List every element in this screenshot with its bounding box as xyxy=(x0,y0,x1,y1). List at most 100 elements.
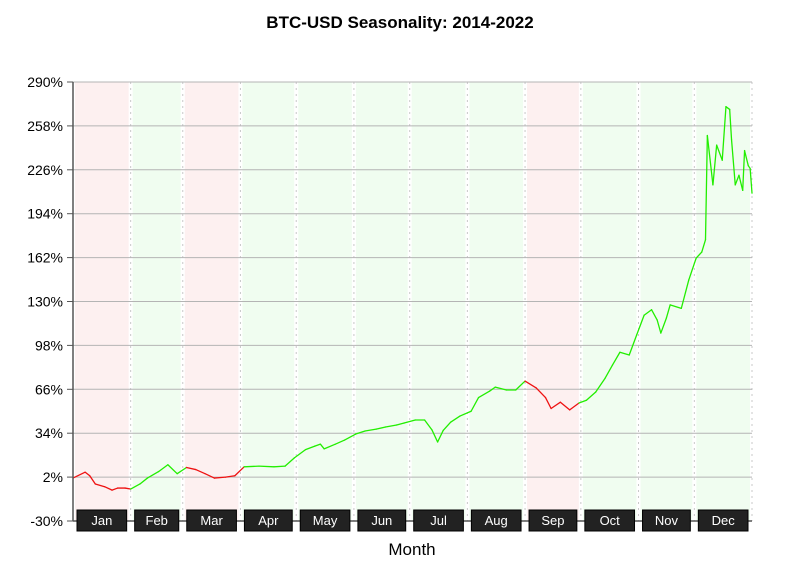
line-segment xyxy=(130,483,141,490)
line-segment xyxy=(688,257,697,281)
line-segment xyxy=(449,415,461,423)
line-segment xyxy=(403,419,416,424)
month-label-box xyxy=(243,509,293,532)
line-segment xyxy=(343,433,357,441)
month-label: Jan xyxy=(91,513,112,528)
line-segment xyxy=(535,387,547,399)
line-segment xyxy=(89,475,96,485)
line-segment xyxy=(716,144,723,161)
line-segment xyxy=(423,419,433,431)
month-label: Feb xyxy=(146,513,168,528)
line-segment xyxy=(569,402,580,411)
line-segment xyxy=(273,465,286,468)
line-segment xyxy=(139,477,149,485)
line-segment xyxy=(185,466,197,471)
line-segment xyxy=(489,386,496,392)
line-segment xyxy=(636,314,645,336)
month-label: Nov xyxy=(655,513,679,528)
line-segment xyxy=(628,334,638,356)
line-segment xyxy=(544,396,552,410)
y-tick-label: 98% xyxy=(35,337,63,353)
line-segment xyxy=(293,449,307,459)
line-segment xyxy=(157,464,169,473)
month-label: Aug xyxy=(485,513,508,528)
line-segment xyxy=(314,443,322,447)
y-tick-label: 194% xyxy=(27,206,63,222)
y-tick-label: 130% xyxy=(27,294,63,310)
line-segment xyxy=(515,380,526,391)
line-segment xyxy=(234,466,245,477)
line-segment xyxy=(304,445,316,451)
line-segment xyxy=(725,106,731,111)
line-segment xyxy=(695,251,703,259)
month-label: Mar xyxy=(200,513,223,528)
line-segment xyxy=(738,174,744,192)
line-segment xyxy=(477,390,491,399)
line-segment xyxy=(559,401,571,411)
line-segment xyxy=(459,410,472,417)
line-segment xyxy=(742,149,746,192)
line-segment xyxy=(103,486,113,491)
line-segment xyxy=(656,319,662,334)
y-tick-label: 290% xyxy=(27,74,63,90)
line-segment xyxy=(643,309,653,316)
line-segment xyxy=(665,304,671,319)
line-segment xyxy=(704,134,709,241)
line-segment xyxy=(204,473,216,479)
line-segment xyxy=(669,304,682,310)
x-axis-label: Month xyxy=(388,540,435,559)
line-segment xyxy=(611,351,621,366)
line-segment xyxy=(355,430,366,435)
line-segment xyxy=(243,465,260,468)
y-tick-label: 226% xyxy=(27,162,63,178)
line-segment xyxy=(660,317,668,334)
line-segment xyxy=(323,443,336,450)
line-segment xyxy=(712,144,718,186)
month-label-box xyxy=(76,509,128,532)
month-label: May xyxy=(313,513,338,528)
line-segment xyxy=(195,468,206,475)
line-segment xyxy=(84,471,91,477)
month-label-box xyxy=(584,509,636,532)
line-segment xyxy=(375,426,387,430)
line-segment xyxy=(743,149,749,167)
line-segment xyxy=(734,174,740,186)
line-segment xyxy=(680,279,690,310)
line-segment xyxy=(431,429,439,443)
line-segment xyxy=(550,401,562,410)
line-segment xyxy=(146,470,160,479)
line-segment xyxy=(650,309,658,321)
month-label: Dec xyxy=(712,513,736,528)
month-label-box xyxy=(413,509,464,532)
month-label: Oct xyxy=(600,513,621,528)
line-segment xyxy=(124,487,132,490)
series-line xyxy=(72,106,753,491)
month-label-box xyxy=(357,509,407,532)
month-label-box xyxy=(528,509,578,532)
line-segment xyxy=(494,386,508,391)
y-tick-label: 66% xyxy=(35,381,63,397)
y-tick-label: -30% xyxy=(30,513,63,529)
line-segment xyxy=(578,399,588,404)
y-tick-label: 2% xyxy=(43,469,63,485)
line-segment xyxy=(730,138,736,186)
line-segment xyxy=(619,351,630,356)
line-segment xyxy=(436,429,444,443)
line-segment xyxy=(213,476,227,479)
month-label: Sep xyxy=(541,513,564,528)
month-label: Apr xyxy=(258,513,279,528)
line-segment xyxy=(721,106,727,161)
axes: 290% 258% 226% 194% 162% 130% 98% 66% 34% 2% -30% xyxy=(27,74,752,529)
month-label-box xyxy=(186,509,237,532)
month-label-box xyxy=(299,509,351,532)
chart-title: BTC-USD Seasonality: 2014-2022 xyxy=(266,13,533,32)
line-segment xyxy=(258,465,275,468)
line-segment xyxy=(701,239,707,253)
line-segment xyxy=(470,396,480,412)
y-tick-label: 34% xyxy=(35,425,63,441)
line-segment xyxy=(729,108,733,141)
line-segment xyxy=(94,483,106,488)
line-segment xyxy=(284,457,296,467)
